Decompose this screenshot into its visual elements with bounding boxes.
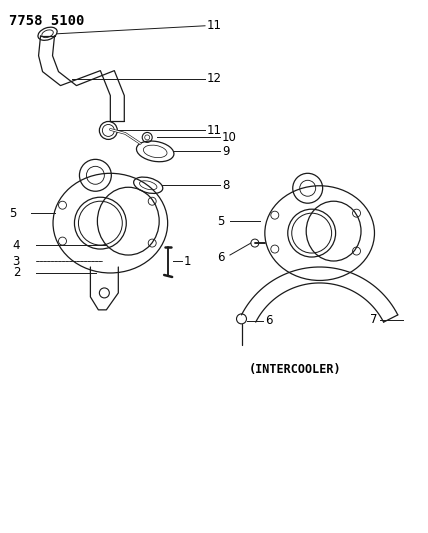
Text: 2: 2 xyxy=(13,266,20,279)
Text: 6: 6 xyxy=(265,314,273,327)
Text: 5: 5 xyxy=(9,207,16,220)
Text: 11: 11 xyxy=(207,124,222,137)
Text: 4: 4 xyxy=(13,239,20,252)
Text: 9: 9 xyxy=(222,145,229,158)
Text: 1: 1 xyxy=(184,255,192,268)
Text: 6: 6 xyxy=(217,251,225,263)
Text: 8: 8 xyxy=(222,179,229,192)
Text: (INTERCOOLER): (INTERCOOLER) xyxy=(248,363,341,376)
Text: 11: 11 xyxy=(207,19,222,33)
Text: 7758 5100: 7758 5100 xyxy=(9,14,84,28)
Text: 5: 5 xyxy=(217,215,225,228)
Text: 12: 12 xyxy=(207,72,222,85)
Text: 3: 3 xyxy=(13,255,20,268)
Text: 7: 7 xyxy=(370,313,378,326)
Text: 10: 10 xyxy=(222,131,237,144)
